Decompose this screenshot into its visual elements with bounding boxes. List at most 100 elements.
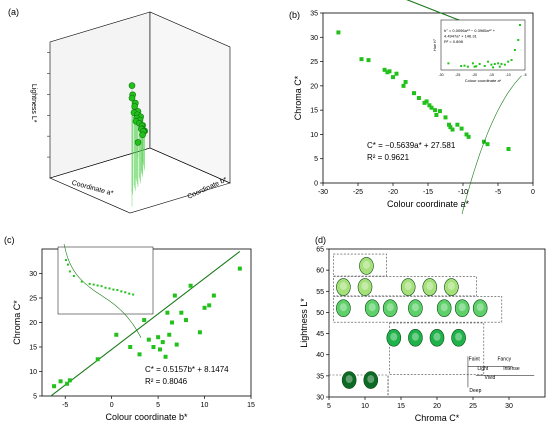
b-data-point: [412, 91, 416, 96]
d-gem-sample: [336, 299, 351, 317]
c-data-point: [163, 354, 168, 359]
b-inset-x-tick-label: -25: [455, 73, 460, 77]
b-inset-point: [503, 63, 506, 66]
c-inset-frame: [57, 246, 154, 315]
d-gem-highlight: [367, 375, 375, 384]
c-y-axis-label: Chroma C*: [12, 300, 22, 345]
c-inset-point: [132, 293, 135, 296]
d-y-tick-label: 60: [316, 268, 324, 275]
d-y-tick-label: 35: [316, 373, 324, 380]
b-inset-x-tick-label: -30: [438, 73, 443, 77]
c-inset-point: [108, 287, 111, 290]
d-gem-highlight: [368, 303, 376, 312]
d-gem-highlight: [361, 282, 369, 291]
c-inset-point: [124, 291, 127, 294]
c-data-point: [114, 332, 119, 337]
d-gem-sample: [429, 329, 445, 347]
b-inset-point: [483, 65, 486, 67]
b-y-tick-label: 20: [310, 83, 318, 90]
b-data-point: [443, 115, 448, 120]
b-data-point: [422, 100, 427, 105]
d-gem-highlight: [433, 332, 441, 341]
c-data-point: [183, 318, 188, 323]
c-r-squared: R² = 0.8046: [145, 377, 188, 386]
d-gem-sample: [363, 371, 379, 389]
b-y-tick-label: 30: [310, 35, 318, 42]
d-x-tick-label: 10: [361, 403, 369, 410]
b-inset-point: [517, 39, 520, 41]
b-y-tick-label: 10: [310, 132, 318, 139]
c-data-point: [160, 340, 165, 345]
d-y-axis-label: Lightness L*: [299, 298, 309, 348]
b-data-point: [464, 132, 469, 137]
b-data-point: [427, 103, 432, 108]
b-inset-x-label: Colour coordinate a*: [465, 78, 502, 83]
panel-c: (c) -5 0 5 10 15 5 10 15 20 25 30 Colour coordinate…: [0, 214, 275, 427]
d-gem-sample: [336, 278, 351, 296]
d-gem-highlight: [411, 332, 419, 341]
d-gem-sample: [400, 278, 416, 296]
b-data-point: [385, 70, 390, 75]
d-region-box: [333, 253, 387, 277]
c-data-point: [142, 318, 147, 323]
b-inset-point: [493, 63, 496, 65]
d-saturation-term: Deep: [469, 388, 481, 394]
a-data-point: [128, 94, 136, 102]
d-y-tick-label: 45: [316, 331, 324, 338]
c-data-point: [174, 342, 179, 347]
b-inset-point: [518, 24, 521, 26]
c-inset-point: [100, 285, 103, 288]
c-fit-line: [50, 250, 241, 397]
b-x-tick-label: -30: [318, 189, 328, 196]
b-data-point: [366, 58, 371, 63]
b-inset-equation: h° = 0.0096a*³ − 0.3965a*² +: [444, 28, 496, 33]
b-data-point: [450, 127, 455, 132]
c-data-point: [172, 293, 177, 298]
d-gem-highlight: [455, 332, 463, 341]
c-inset-point: [92, 283, 95, 286]
d-gem-sample: [386, 329, 402, 347]
d-saturation-term: Faint: [469, 357, 481, 363]
b-inset-point: [513, 49, 516, 51]
b-inset-point: [473, 65, 476, 68]
c-inset-point: [104, 286, 107, 289]
d-gem-sample: [436, 299, 452, 317]
d-saturation-term: Vivid: [485, 375, 496, 381]
b-inset-point: [510, 59, 513, 61]
a-floor: [49, 147, 231, 214]
c-inset-point: [128, 292, 131, 295]
d-gem-sample: [422, 278, 438, 296]
b-y-axis-label: Chroma C*: [293, 75, 303, 120]
b-y-tick-label: 35: [310, 11, 318, 18]
d-saturation-term: Light: [477, 366, 488, 372]
b-x-tick-label: 0: [531, 189, 535, 196]
d-saturation-term: Intense: [503, 366, 520, 372]
b-data-point: [506, 147, 511, 151]
d-gem-sample: [359, 257, 374, 275]
c-data-point: [52, 384, 57, 389]
panel-b-label: (b): [289, 10, 300, 20]
b-data-point: [387, 69, 392, 74]
d-y-tick-label: 65: [316, 247, 324, 254]
b-data-point: [416, 96, 421, 100]
a-wall-right: [149, 11, 231, 184]
d-x-tick-label: 5: [327, 403, 331, 410]
d-gem-highlight: [411, 303, 419, 312]
b-y-tick-label: 0: [314, 181, 318, 188]
c-y-tick-label: 10: [29, 369, 37, 376]
b-y-tick-label: 25: [310, 59, 318, 66]
d-gem-sample: [357, 278, 373, 296]
b-data-point: [466, 134, 471, 139]
a-z-axis-label: Lightness L*: [30, 84, 37, 123]
b-data-point: [424, 99, 429, 104]
b-inset-x-tick-label: -15: [489, 73, 494, 77]
b-data-point: [455, 122, 460, 127]
d-x-tick-label: 25: [469, 403, 477, 410]
a-data-point: [131, 103, 138, 110]
c-y-tick-label: 5: [33, 394, 37, 401]
b-inset-point: [497, 62, 500, 65]
d-gem-highlight: [386, 303, 394, 312]
c-data-point: [237, 266, 242, 271]
c-data-point: [67, 378, 72, 383]
b-x-axis-label: Colour coordinate a*: [387, 199, 470, 209]
